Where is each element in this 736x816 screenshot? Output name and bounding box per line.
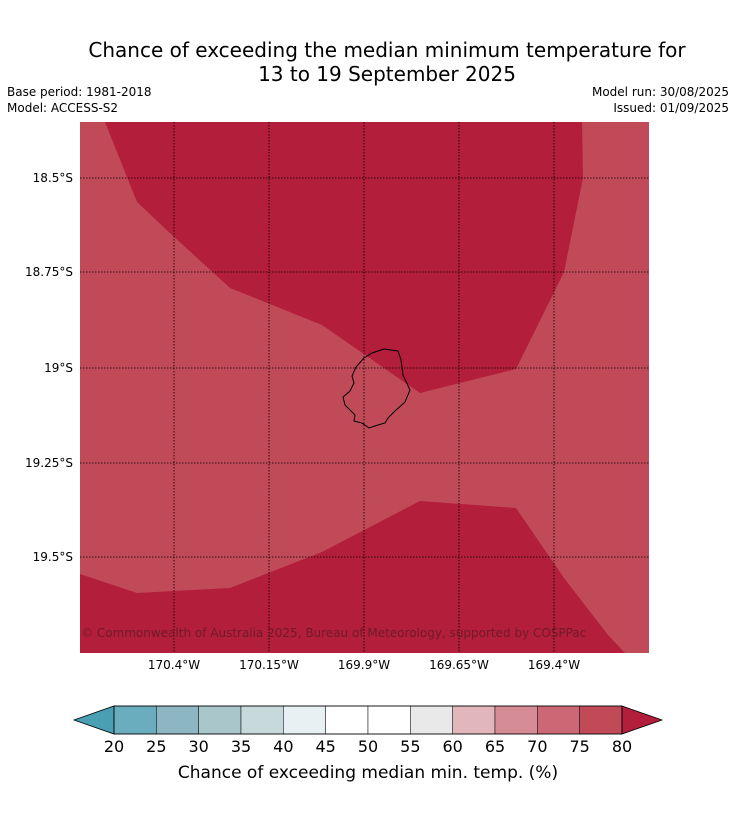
colorbar-tick-label: 75	[569, 737, 589, 756]
meta-right: Model run: 30/08/2025 Issued: 01/09/2025	[592, 84, 729, 116]
colorbar-cell	[579, 705, 623, 735]
gridlines	[80, 122, 649, 653]
colorbar-cell	[198, 705, 242, 735]
lon-label: 169.4°W	[528, 658, 580, 672]
lat-label: 19°S	[44, 361, 73, 375]
colorbar-tick-label: 60	[442, 737, 462, 756]
colorbar-cell	[494, 705, 538, 735]
region-above-80-south	[80, 501, 625, 653]
lat-label: 18.75°S	[25, 265, 73, 279]
island-coastline	[342, 348, 411, 429]
colorbar-cell	[283, 705, 326, 735]
colorbar-tick-label: 80	[612, 737, 632, 756]
colorbar: 20 25 30 35 40 45 50 55 60 65 70 75 80 Chance of exc…	[72, 705, 664, 783]
issued-date: Issued: 01/09/2025	[613, 101, 729, 115]
region-above-80-north	[105, 122, 583, 393]
lat-label: 19.25°S	[25, 456, 73, 470]
meta-left: Base period: 1981-2018 Model: ACCESS-S2	[7, 84, 152, 116]
copyright-notice: © Commonwealth of Australia 2025, Bureau…	[81, 626, 586, 640]
colorbar-tick-label: 25	[146, 737, 166, 756]
colorbar-tick-label: 65	[485, 737, 505, 756]
colorbar-tick-label: 50	[358, 737, 378, 756]
lon-label: 169.9°W	[338, 658, 390, 672]
title-line-2: 13 to 19 September 2025	[258, 62, 516, 86]
colorbar-cell	[367, 705, 411, 735]
colorbar-label: Chance of exceeding median min. temp. (%…	[178, 763, 558, 783]
colorbar-tick-label: 70	[527, 737, 547, 756]
lat-label: 19.5°S	[33, 550, 73, 564]
colorbar-tick-label: 30	[188, 737, 208, 756]
colorbar-over-arrow	[621, 705, 664, 735]
colorbar-cell	[537, 705, 580, 735]
lat-label: 18.5°S	[33, 171, 73, 185]
model-name: Model: ACCESS-S2	[7, 101, 119, 115]
colorbar-tick-label: 35	[231, 737, 251, 756]
longitude-labels: 170.4°W 170.15°W 169.9°W 169.65°W 169.4°W	[148, 658, 580, 672]
colorbar-cell	[325, 705, 369, 735]
lon-label: 170.15°W	[239, 658, 299, 672]
colorbar-tick-label: 55	[400, 737, 420, 756]
chart-title: Chance of exceeding the median minimum t…	[0, 38, 736, 86]
base-period: Base period: 1981-2018	[7, 85, 152, 99]
colorbar-cell	[156, 705, 199, 735]
colorbar-frame	[113, 705, 623, 735]
model-run: Model run: 30/08/2025	[591, 85, 729, 99]
lon-label: 170.4°W	[148, 658, 200, 672]
lon-label: 169.65°W	[429, 658, 489, 672]
colorbar-tick-label: 20	[104, 737, 124, 756]
colorbar-cell	[240, 705, 284, 735]
colorbar-cell	[410, 705, 453, 735]
colorbar-cell	[452, 705, 496, 735]
colorbar-tick-label: 40	[273, 737, 293, 756]
colorbar-cell	[113, 705, 157, 735]
colorbar-under-arrow	[72, 705, 115, 735]
title-line-1: Chance of exceeding the median minimum t…	[88, 38, 686, 62]
latitude-labels: 18.5°S 18.75°S 19°S 19.25°S 19.5°S	[25, 171, 73, 564]
colorbar-tick-label: 45	[315, 737, 335, 756]
